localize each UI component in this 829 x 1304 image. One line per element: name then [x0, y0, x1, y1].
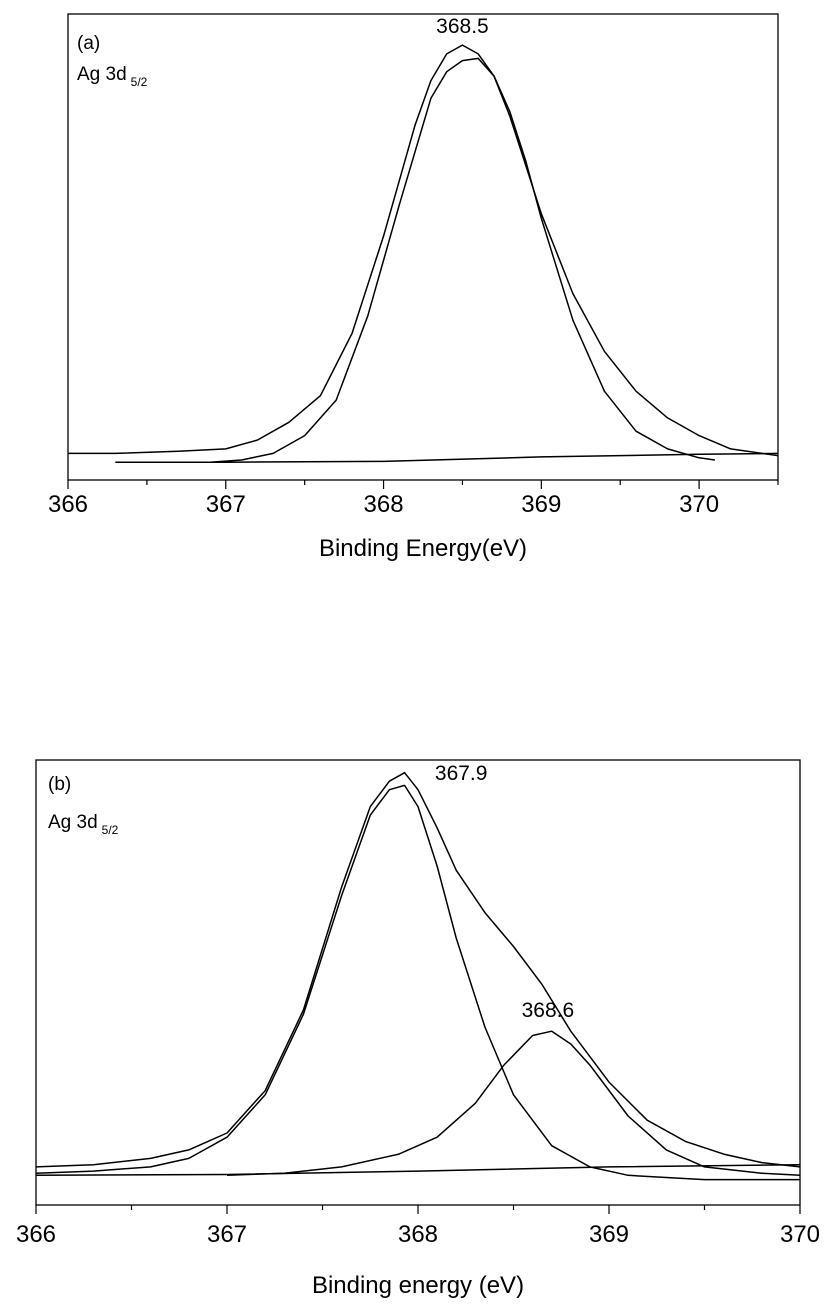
species-label-a: Ag 3d 5/2	[77, 64, 148, 89]
x-tick-label: 369	[589, 1221, 629, 1248]
x-tick-label: 367	[207, 1221, 247, 1248]
x-tick-label: 366	[48, 491, 88, 518]
curves-a	[68, 44, 779, 463]
series-baseline	[35, 1163, 801, 1177]
series-envelope	[35, 771, 801, 1168]
x-tick-label: 368	[364, 491, 404, 518]
x-ticks-a	[67, 480, 779, 489]
x-ticks-b	[35, 1205, 801, 1214]
panel-label-b: (b)	[48, 774, 71, 795]
curves-b	[35, 771, 801, 1181]
panel-label-a: (a)	[77, 33, 100, 54]
x-tick-label: 368	[398, 1221, 438, 1248]
x-axis-label-a: Binding Energy(eV)	[319, 535, 527, 562]
x-tick-label: 370	[780, 1221, 820, 1248]
chart-panel-b: 366 367 368 369 370 (b) Ag 3d 5/2 367.9368.6 …	[16, 759, 820, 1299]
x-tick-label: 369	[521, 491, 561, 518]
peak-labels-b: 367.9 368.6	[435, 762, 574, 1022]
peak-label: 368.6	[522, 999, 575, 1022]
x-tick-labels-b: 366 367 368 369 370	[16, 1221, 820, 1248]
x-tick-label: 367	[206, 491, 246, 518]
species-label-b: Ag 3d 5/2	[48, 812, 119, 837]
series-component-368.6	[226, 1030, 801, 1177]
series-fitted-component	[209, 57, 716, 463]
peak-label: 368.5	[436, 15, 489, 38]
x-tick-label: 366	[16, 1221, 56, 1248]
peak-label: 367.9	[435, 762, 488, 785]
peak-labels-a: 368.5	[436, 15, 489, 38]
x-tick-labels-a: 366 367 368 369 370	[48, 491, 719, 518]
series-baseline	[115, 452, 779, 463]
plot-frame-a	[67, 13, 779, 481]
x-tick-label: 370	[679, 491, 719, 518]
series-envelope	[68, 44, 779, 457]
chart-panel-a: 366 367 368 369 370 (a) Ag 3d 5/2 368.5 Bindi…	[48, 13, 779, 562]
x-axis-label-b: Binding energy (eV)	[312, 1272, 524, 1299]
plot-frame-b	[35, 759, 801, 1206]
series-component-367.9	[35, 784, 800, 1181]
